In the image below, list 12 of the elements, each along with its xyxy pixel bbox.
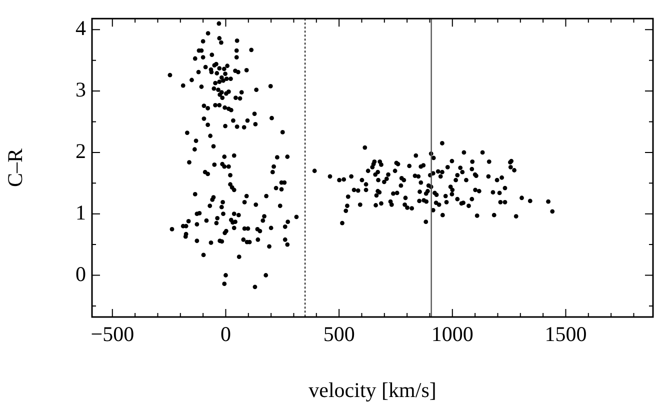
x-axis-title: velocity [km/s] bbox=[308, 378, 436, 402]
y-tick-label: 2 bbox=[76, 138, 86, 163]
y-tick-label: 3 bbox=[76, 78, 86, 102]
x-tick-label: 1500 bbox=[544, 322, 587, 346]
x-tick-label: −500 bbox=[90, 322, 134, 346]
x-tick-label: 0 bbox=[220, 322, 231, 346]
x-tick-label: 500 bbox=[323, 322, 355, 346]
x-tick-label: 1000 bbox=[431, 322, 474, 346]
y-tick-label: 0 bbox=[76, 262, 86, 286]
y-axis-title: C–R bbox=[3, 148, 28, 188]
y-tick-label: 1 bbox=[76, 200, 86, 224]
y-tick-label: 4 bbox=[76, 16, 86, 40]
